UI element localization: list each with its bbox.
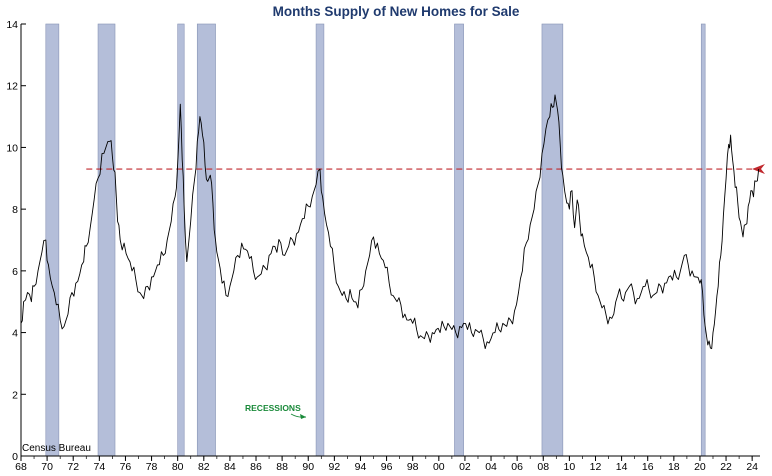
x-tick-label-21: 10 [564, 461, 576, 473]
x-tick-label-28: 24 [746, 461, 758, 473]
chart-title: Months Supply of New Homes for Sale [273, 4, 520, 19]
x-tick-label-20: 08 [537, 461, 549, 473]
series-group [20, 94, 760, 350]
recession-bands [45, 23, 706, 457]
x-tick-label-8: 84 [224, 461, 236, 473]
x-tick-label-6: 80 [172, 461, 184, 473]
y-tick-label-5: 10 [6, 142, 18, 154]
annotations: RECESSIONS Census Bureau [22, 403, 307, 454]
y-tick-label-2: 4 [12, 328, 18, 340]
x-tick-label-26: 20 [694, 461, 706, 473]
x-tick-label-10: 88 [276, 461, 288, 473]
y-tick-label-0: 0 [12, 451, 18, 463]
x-tick-label-17: 02 [459, 461, 471, 473]
y-tick-label-1: 2 [12, 389, 18, 401]
x-tick-label-13: 94 [355, 461, 367, 473]
x-tick-label-18: 04 [485, 461, 497, 473]
x-tick-label-5: 78 [146, 461, 158, 473]
x-tick-label-11: 90 [302, 461, 314, 473]
x-tick-label-9: 86 [250, 461, 262, 473]
recessions-arrowhead [300, 414, 306, 419]
x-tick-label-2: 72 [67, 461, 79, 473]
y-tick-label-3: 6 [12, 266, 18, 278]
x-tick-label-3: 74 [93, 461, 105, 473]
recession-band-1 [97, 23, 116, 457]
recession-band-0 [45, 23, 60, 457]
recession-band-7 [700, 23, 706, 457]
x-tick-label-15: 98 [407, 461, 419, 473]
x-tick-label-0: 68 [15, 461, 27, 473]
x-tick-label-27: 22 [720, 461, 732, 473]
recession-band-6 [541, 23, 564, 457]
reference-line-group [86, 164, 765, 175]
x-tick-label-4: 76 [120, 461, 132, 473]
recession-band-5 [454, 23, 464, 457]
series-line-0 [20, 94, 760, 350]
x-tick-label-25: 18 [668, 461, 680, 473]
x-tick-label-14: 96 [381, 461, 393, 473]
x-tick-label-22: 12 [590, 461, 602, 473]
recession-band-3 [196, 23, 216, 457]
source-label: Census Bureau [22, 443, 91, 454]
x-tick-label-12: 92 [329, 461, 341, 473]
y-tick-label-6: 12 [6, 81, 18, 93]
x-tick-label-23: 14 [616, 461, 628, 473]
recessions-label: RECESSIONS [245, 403, 301, 413]
x-tick-label-1: 70 [41, 461, 53, 473]
x-tick-label-19: 06 [511, 461, 523, 473]
y-tick-label-4: 8 [12, 204, 18, 216]
x-tick-label-7: 82 [198, 461, 210, 473]
recession-band-2 [177, 23, 185, 457]
recession-band-4 [315, 23, 325, 457]
x-tick-label-24: 16 [642, 461, 654, 473]
x-tick-label-16: 00 [433, 461, 445, 473]
y-tick-label-7: 14 [6, 19, 18, 31]
